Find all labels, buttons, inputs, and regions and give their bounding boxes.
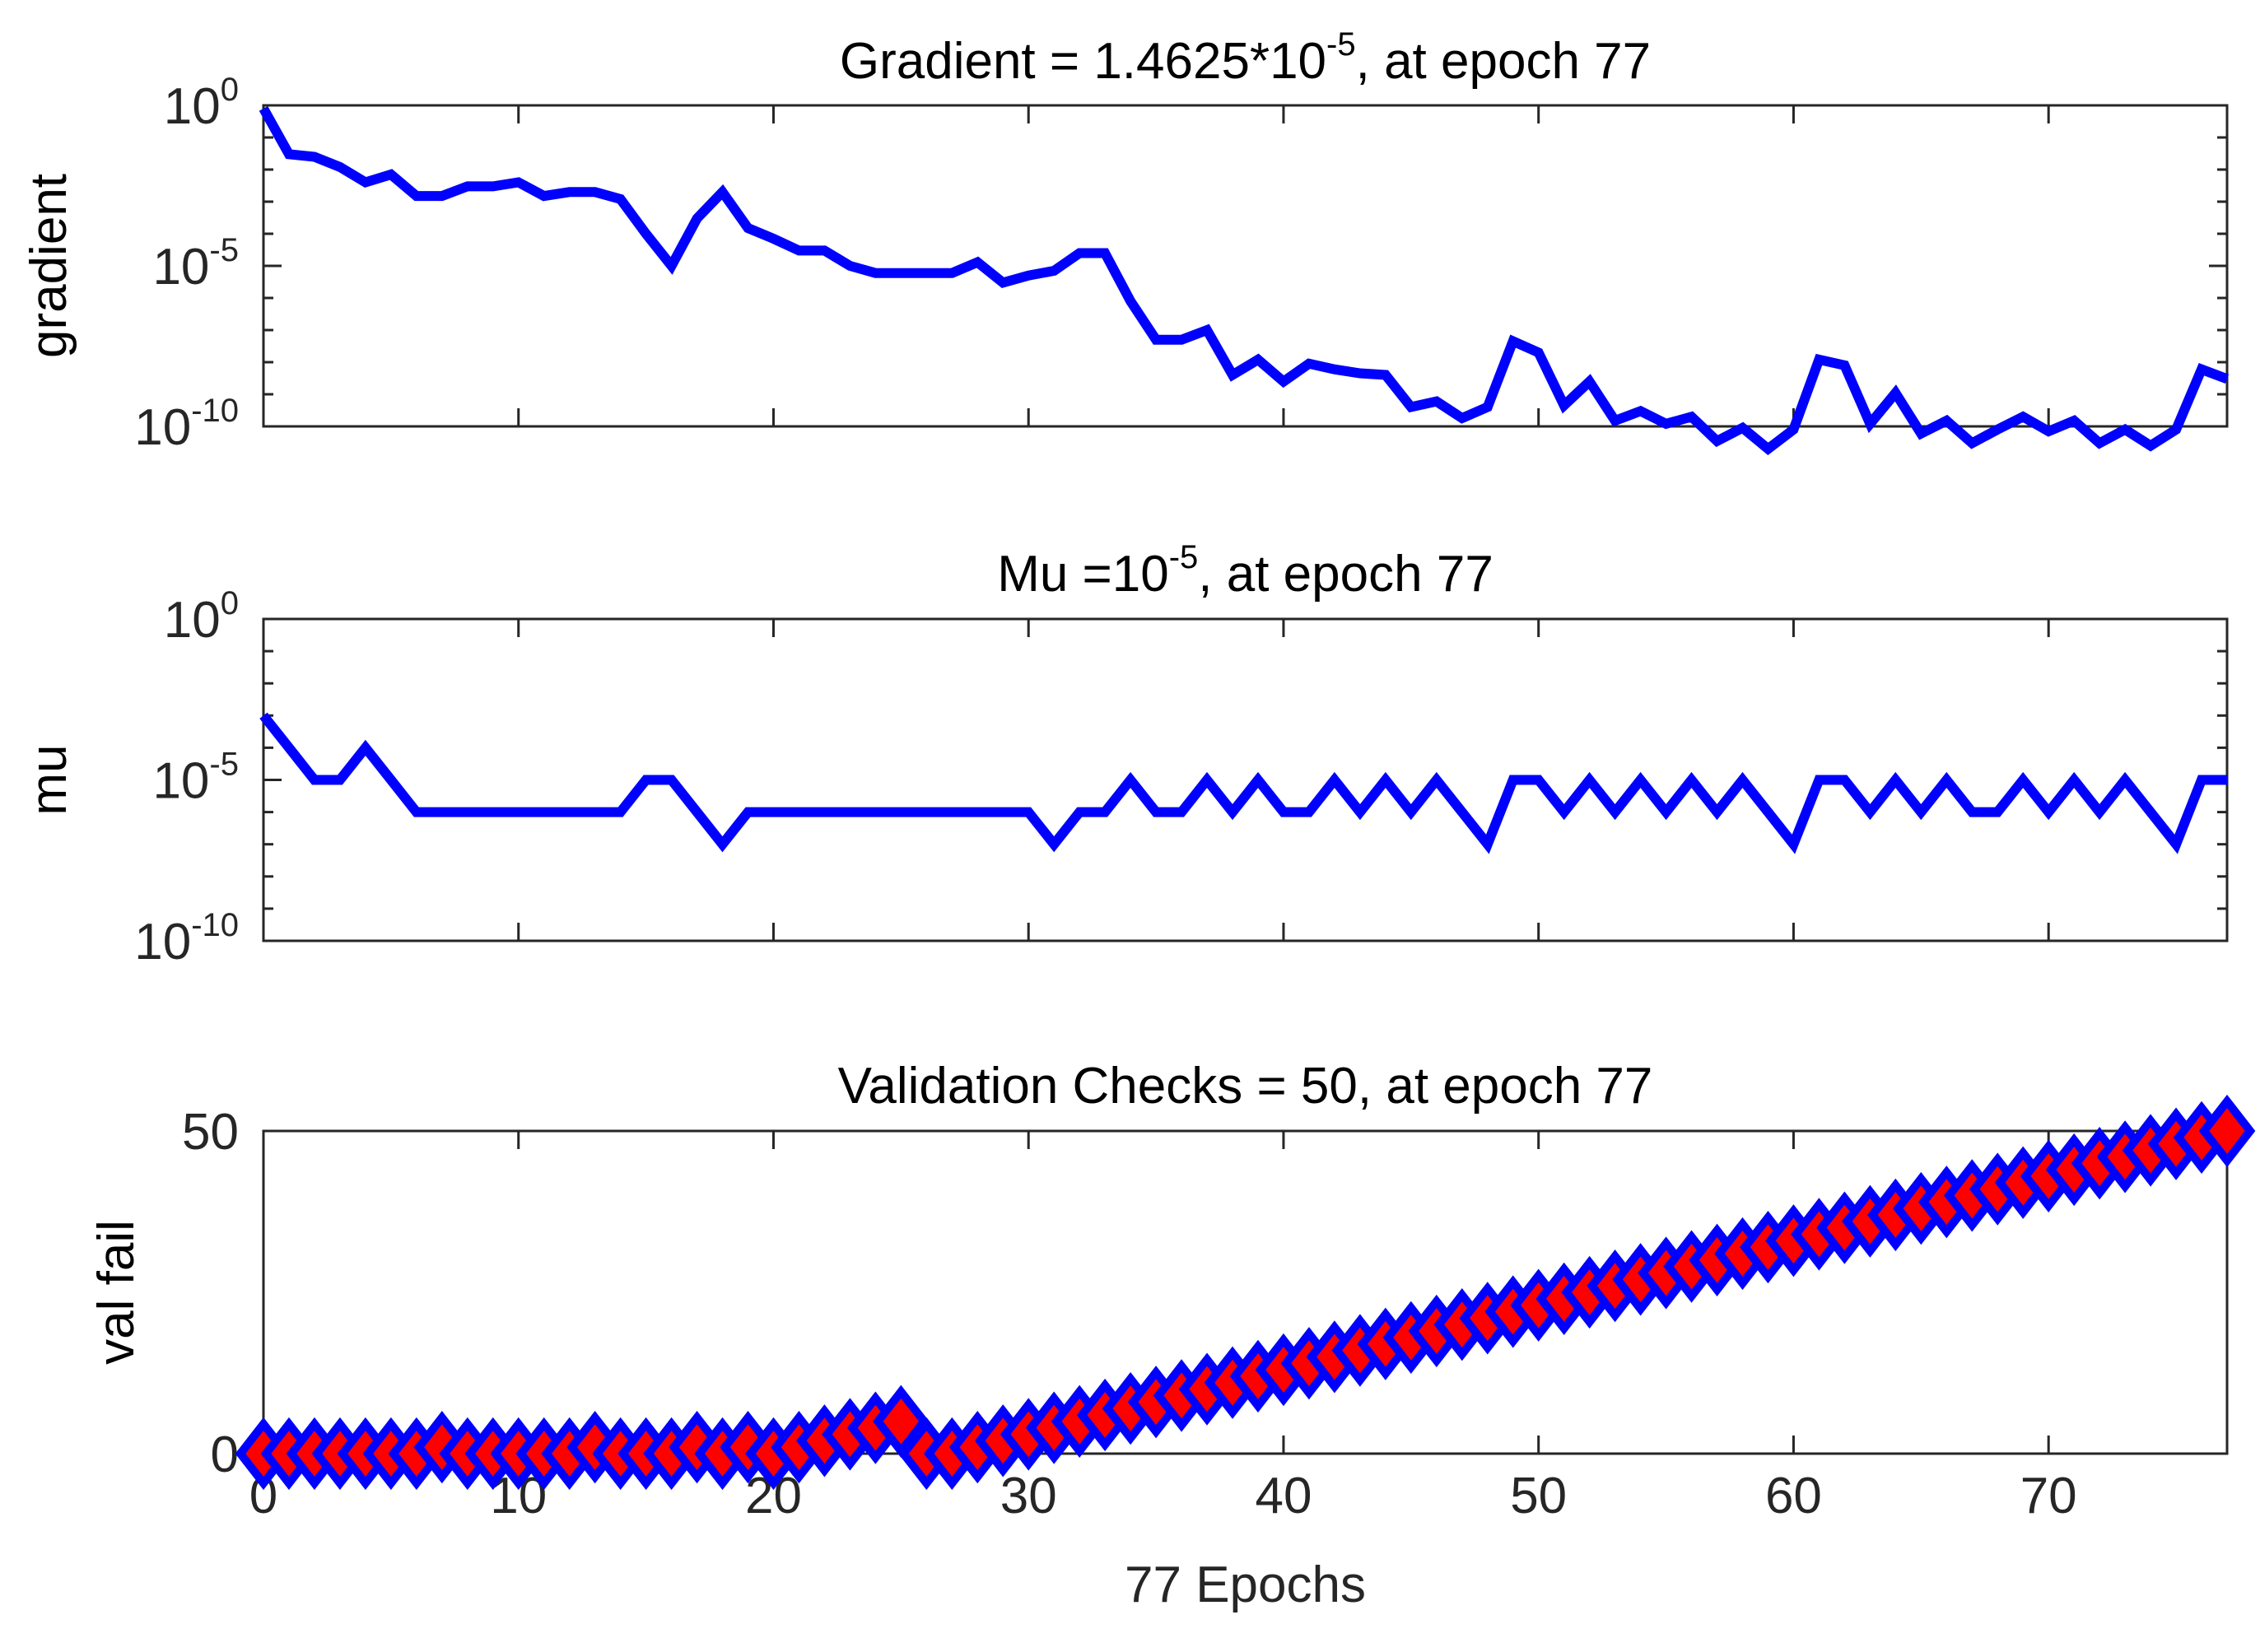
val_fail-xtick-label: 40 <box>1255 1468 1312 1524</box>
val_fail-title: Validation Checks = 50, at epoch 77 <box>838 1058 1653 1115</box>
val_fail-xlabel: 77 Epochs <box>1125 1557 1366 1613</box>
val_fail-xtick-label: 30 <box>1000 1468 1057 1524</box>
mu-title: Mu =10-5, at epoch 77 <box>997 539 1493 603</box>
gradient-ytick-label: 10-10 <box>134 393 239 456</box>
mu-ytick-label: 10-5 <box>152 747 239 810</box>
val_fail-ylabel: val fail <box>88 1220 145 1365</box>
val_fail-ytick-label: 0 <box>211 1426 239 1483</box>
mu-subplot: 10-10 10-5 100 Mu =10-5, at epoch 77 mu <box>21 539 2229 970</box>
gradient-ytick-label: 100 <box>164 72 239 135</box>
val_fail-marker-77 <box>2198 1094 2256 1168</box>
val_fail-xtick-label: 70 <box>2020 1468 2077 1524</box>
mu-ylabel: mu <box>21 744 77 815</box>
gradient-series-line <box>259 105 2230 455</box>
val_fail-xtick-label: 60 <box>1765 1468 1822 1524</box>
gradient-title: Gradient = 1.4625*10-5, at epoch 77 <box>840 26 1651 90</box>
val_fail-axes-box <box>262 1129 2229 1455</box>
val_fail-ytick-label: 50 <box>182 1104 239 1161</box>
mu-series-line <box>259 712 2227 854</box>
gradient-subplot: 10-10 10-5 100 Gradient = 1.4625*10-5, at e… <box>21 26 2230 456</box>
gradient-ytick-label: 10-5 <box>152 232 239 295</box>
mu-ytick-label: 100 <box>164 585 239 649</box>
mu-axes-box <box>262 617 2229 942</box>
val_fail-xtick-label: 50 <box>1510 1468 1567 1524</box>
gradient-axes-box <box>262 104 2229 428</box>
mu-ytick-label: 10-10 <box>134 907 239 970</box>
gradient-ylabel: gradient <box>21 174 77 358</box>
